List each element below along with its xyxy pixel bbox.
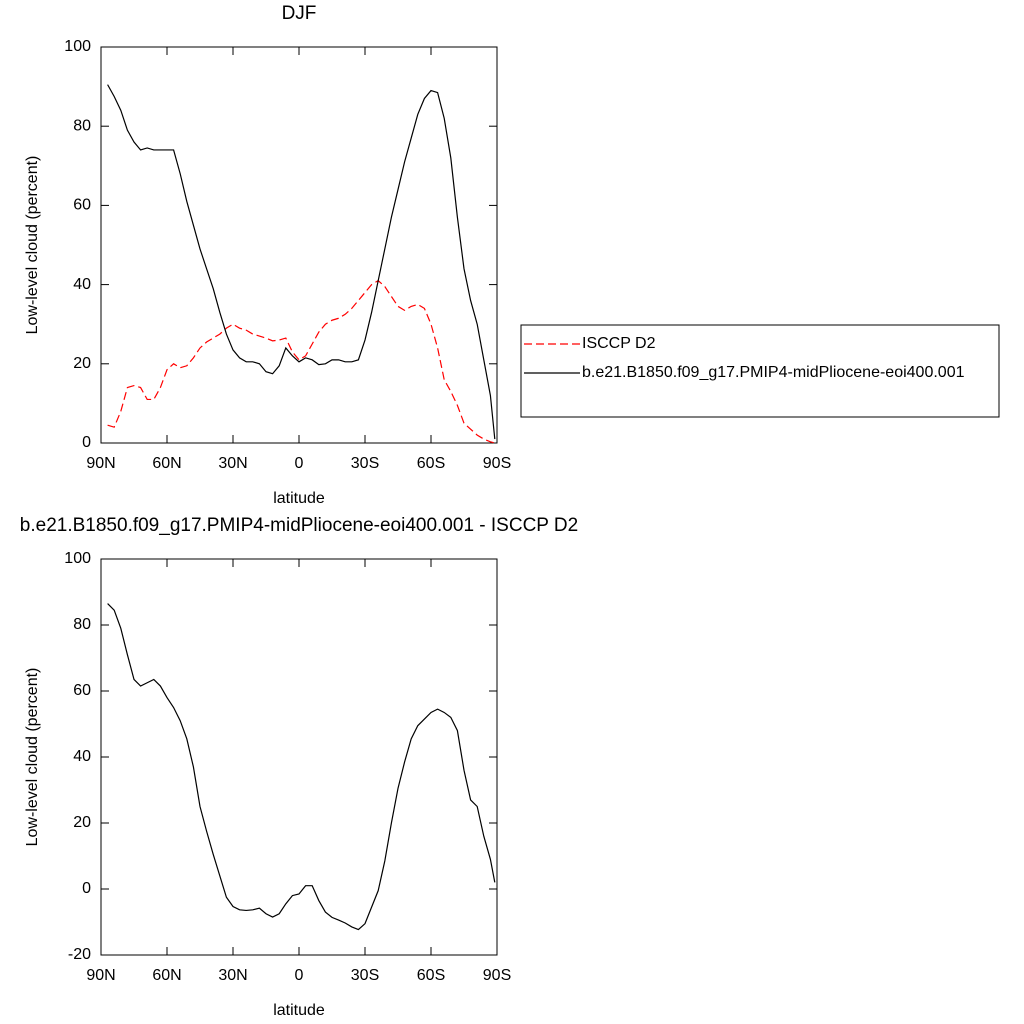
y-axis-label: Low-level cloud (percent) — [24, 668, 41, 847]
x-axis-label: latitude — [273, 490, 325, 507]
x-tick-label: 60N — [152, 455, 181, 472]
y-tick-label: 60 — [73, 682, 91, 699]
x-tick-label: 0 — [295, 455, 304, 472]
data-line — [107, 84, 496, 440]
y-tick-label: 20 — [73, 814, 91, 831]
data-line — [107, 279, 495, 444]
x-tick-label: 30S — [351, 967, 379, 984]
y-tick-label: 100 — [64, 550, 91, 567]
x-axis-label: latitude — [273, 1002, 325, 1019]
y-tick-label: -20 — [68, 946, 91, 963]
plot-frame — [100, 46, 498, 444]
legend-box — [520, 324, 1000, 418]
x-tick-label: 30N — [218, 455, 247, 472]
legend-label: ISCCP D2 — [582, 335, 656, 352]
x-tick-label: 60S — [417, 967, 445, 984]
y-axis-label: Low-level cloud (percent) — [24, 156, 41, 335]
y-tick-label: 0 — [82, 434, 91, 451]
x-tick-label: 90S — [483, 455, 511, 472]
plot-frame — [100, 558, 498, 956]
y-tick-label: 40 — [73, 276, 91, 293]
y-tick-label: 60 — [73, 197, 91, 214]
x-tick-label: 60S — [417, 455, 445, 472]
y-tick-label: 40 — [73, 748, 91, 765]
chart-title: DJF — [282, 3, 317, 24]
x-tick-label: 60N — [152, 967, 181, 984]
data-line — [107, 603, 496, 931]
legend-label: b.e21.B1850.f09_g17.PMIP4-midPliocene-eo… — [582, 364, 965, 381]
x-tick-label: 90S — [483, 967, 511, 984]
x-tick-label: 90N — [86, 455, 115, 472]
x-tick-label: 0 — [295, 967, 304, 984]
x-tick-label: 30S — [351, 455, 379, 472]
x-tick-label: 30N — [218, 967, 247, 984]
chart-title: b.e21.B1850.f09_g17.PMIP4-midPliocene-eo… — [20, 515, 578, 536]
y-tick-label: 100 — [64, 38, 91, 55]
y-tick-label: 0 — [82, 880, 91, 897]
y-tick-label: 80 — [73, 616, 91, 633]
x-tick-label: 90N — [86, 967, 115, 984]
y-tick-label: 80 — [73, 117, 91, 134]
y-tick-label: 20 — [73, 355, 91, 372]
